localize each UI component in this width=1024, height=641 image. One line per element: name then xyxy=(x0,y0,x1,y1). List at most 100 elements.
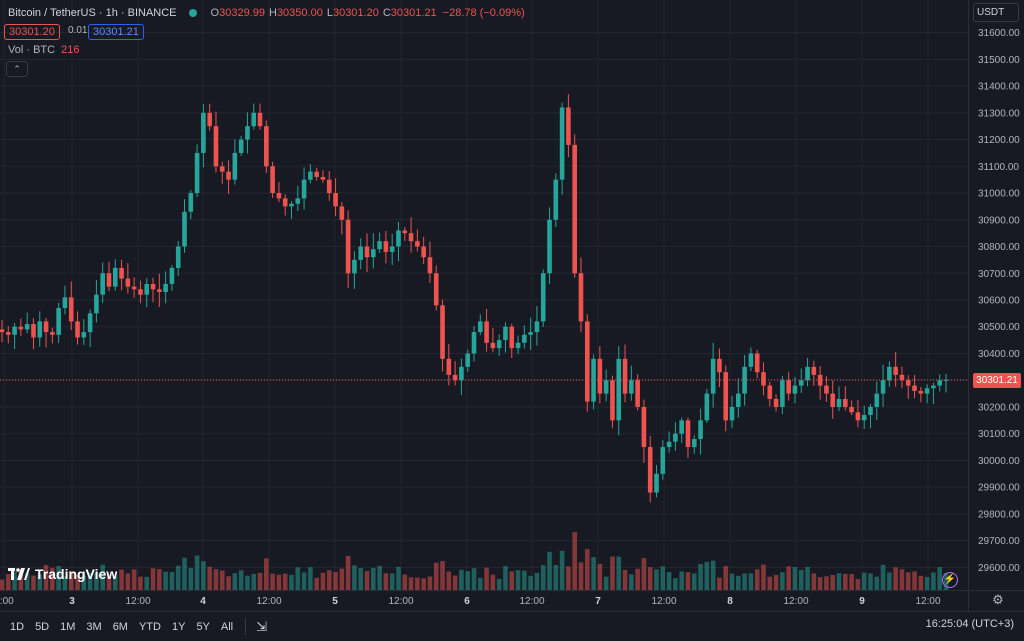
volume-bar xyxy=(868,573,873,590)
candle-body xyxy=(509,326,515,349)
candle-body xyxy=(175,246,181,268)
timeframe-1m[interactable]: 1M xyxy=(60,620,76,633)
candle-body xyxy=(106,273,112,287)
price-chart[interactable]: 31600.00 31500.00 31400.00 31300.00 31200.00… xyxy=(0,0,1024,611)
candle-body xyxy=(18,326,24,330)
candle-body xyxy=(100,273,105,295)
buy-price-button[interactable]: 30301.21 xyxy=(88,24,144,40)
candle-body xyxy=(56,308,61,335)
y-axis-tick-label: 30000.00 xyxy=(978,456,1020,467)
volume-bar xyxy=(610,556,615,590)
volume-bar xyxy=(547,551,552,590)
sell-price-button[interactable]: 30301.20 xyxy=(4,24,60,40)
candle-body xyxy=(169,267,175,284)
currency-select[interactable]: USDT xyxy=(973,3,1019,22)
candle-body xyxy=(484,321,489,343)
candle-body xyxy=(5,332,11,335)
candle-body xyxy=(868,406,873,415)
timeframe-5d[interactable]: 5D xyxy=(35,620,50,633)
volume-bar xyxy=(339,568,345,590)
settings-gear-icon[interactable]: ⚙ xyxy=(992,592,1004,607)
candle-body xyxy=(308,171,313,180)
volume-bar xyxy=(591,557,596,590)
candle-body xyxy=(119,267,124,279)
volume-bar xyxy=(805,566,810,590)
volume-bar xyxy=(276,574,282,590)
volume-bar xyxy=(874,576,880,590)
candle-body xyxy=(62,297,68,309)
candle-body xyxy=(805,366,810,381)
timeframe-6m[interactable]: 6M xyxy=(112,620,128,633)
volume-bar xyxy=(723,566,729,590)
tradingview-logo[interactable]: TradingView xyxy=(8,566,117,582)
volume-bar xyxy=(320,572,326,590)
candle-body xyxy=(389,246,395,252)
candle-body xyxy=(861,414,867,421)
x-axis-tick-label: 6 xyxy=(464,596,470,607)
clock-timezone[interactable]: 16:25:04 (UTC+3) xyxy=(925,618,1014,630)
timeframe-1d[interactable]: 1D xyxy=(10,620,25,633)
candle-body xyxy=(352,259,357,274)
volume-bar xyxy=(452,575,458,590)
volume-bar xyxy=(849,574,854,590)
candle-body xyxy=(773,398,779,407)
lightning-icon[interactable]: ⚡ xyxy=(942,572,958,588)
candle-body xyxy=(610,380,615,421)
candle-body xyxy=(824,385,829,394)
volume-bar xyxy=(257,572,263,590)
candle-body xyxy=(660,447,666,474)
y-axis-tick-label: 30200.00 xyxy=(978,402,1020,413)
volume-legend[interactable]: Vol · BTC 216 xyxy=(8,44,79,56)
volume-bar xyxy=(201,561,206,590)
x-axis-tick-label: 12:00 xyxy=(915,596,940,607)
candle-body xyxy=(691,439,697,448)
volume-bar xyxy=(786,566,791,590)
volume-bar xyxy=(880,564,886,590)
candle-body xyxy=(622,358,628,394)
y-axis-tick-label: 31100.00 xyxy=(978,162,1019,173)
candle-body xyxy=(345,219,351,274)
volume-bar xyxy=(729,573,735,590)
volume-bar xyxy=(100,564,105,590)
collapse-chevron-icon[interactable]: ⌃ xyxy=(6,61,28,77)
calendar-range-icon[interactable]: ⇲ xyxy=(256,618,268,634)
toolbar-divider xyxy=(245,618,247,635)
candle-body xyxy=(736,393,741,407)
timeframe-5y[interactable]: 5Y xyxy=(196,620,210,633)
volume-bar xyxy=(282,573,288,590)
volume-bar xyxy=(144,576,150,590)
candle-body xyxy=(937,380,943,386)
volume-bar xyxy=(717,577,722,590)
candle-body xyxy=(12,326,17,335)
candle-body xyxy=(792,385,798,394)
volume-label: Vol · BTC xyxy=(8,44,56,56)
candle-body xyxy=(333,193,338,207)
candle-body xyxy=(553,179,559,220)
volume-bar xyxy=(924,576,930,590)
y-axis-tick-label: 31000.00 xyxy=(978,189,1020,200)
volume-bar xyxy=(440,561,445,590)
candle-body xyxy=(37,321,43,338)
volume-bar xyxy=(427,576,433,590)
candle-body xyxy=(150,283,156,290)
x-axis-tick-label: 3 xyxy=(69,596,75,607)
candle-body xyxy=(383,241,389,252)
timeframe-1y[interactable]: 1Y xyxy=(171,620,186,633)
candle-body xyxy=(874,393,880,407)
volume-bar xyxy=(629,574,634,590)
timeframe-ytd[interactable]: YTD xyxy=(138,620,161,633)
volume-bar xyxy=(207,566,212,590)
candle-body xyxy=(68,297,74,322)
candle-body xyxy=(767,385,773,399)
candle-body xyxy=(887,366,892,381)
candle-body xyxy=(748,353,754,367)
symbol-title[interactable]: Bitcoin / TetherUS · 1h · BINANCE xyxy=(8,7,177,19)
volume-bar xyxy=(131,569,137,590)
volume-bar xyxy=(679,571,684,590)
timeframe-all[interactable]: All xyxy=(220,620,234,633)
candle-body xyxy=(855,412,861,421)
volume-bar xyxy=(597,563,603,590)
timeframe-3m[interactable]: 3M xyxy=(86,620,102,633)
x-axis-tick-label: 4 xyxy=(200,596,206,607)
candle-body xyxy=(710,358,716,394)
